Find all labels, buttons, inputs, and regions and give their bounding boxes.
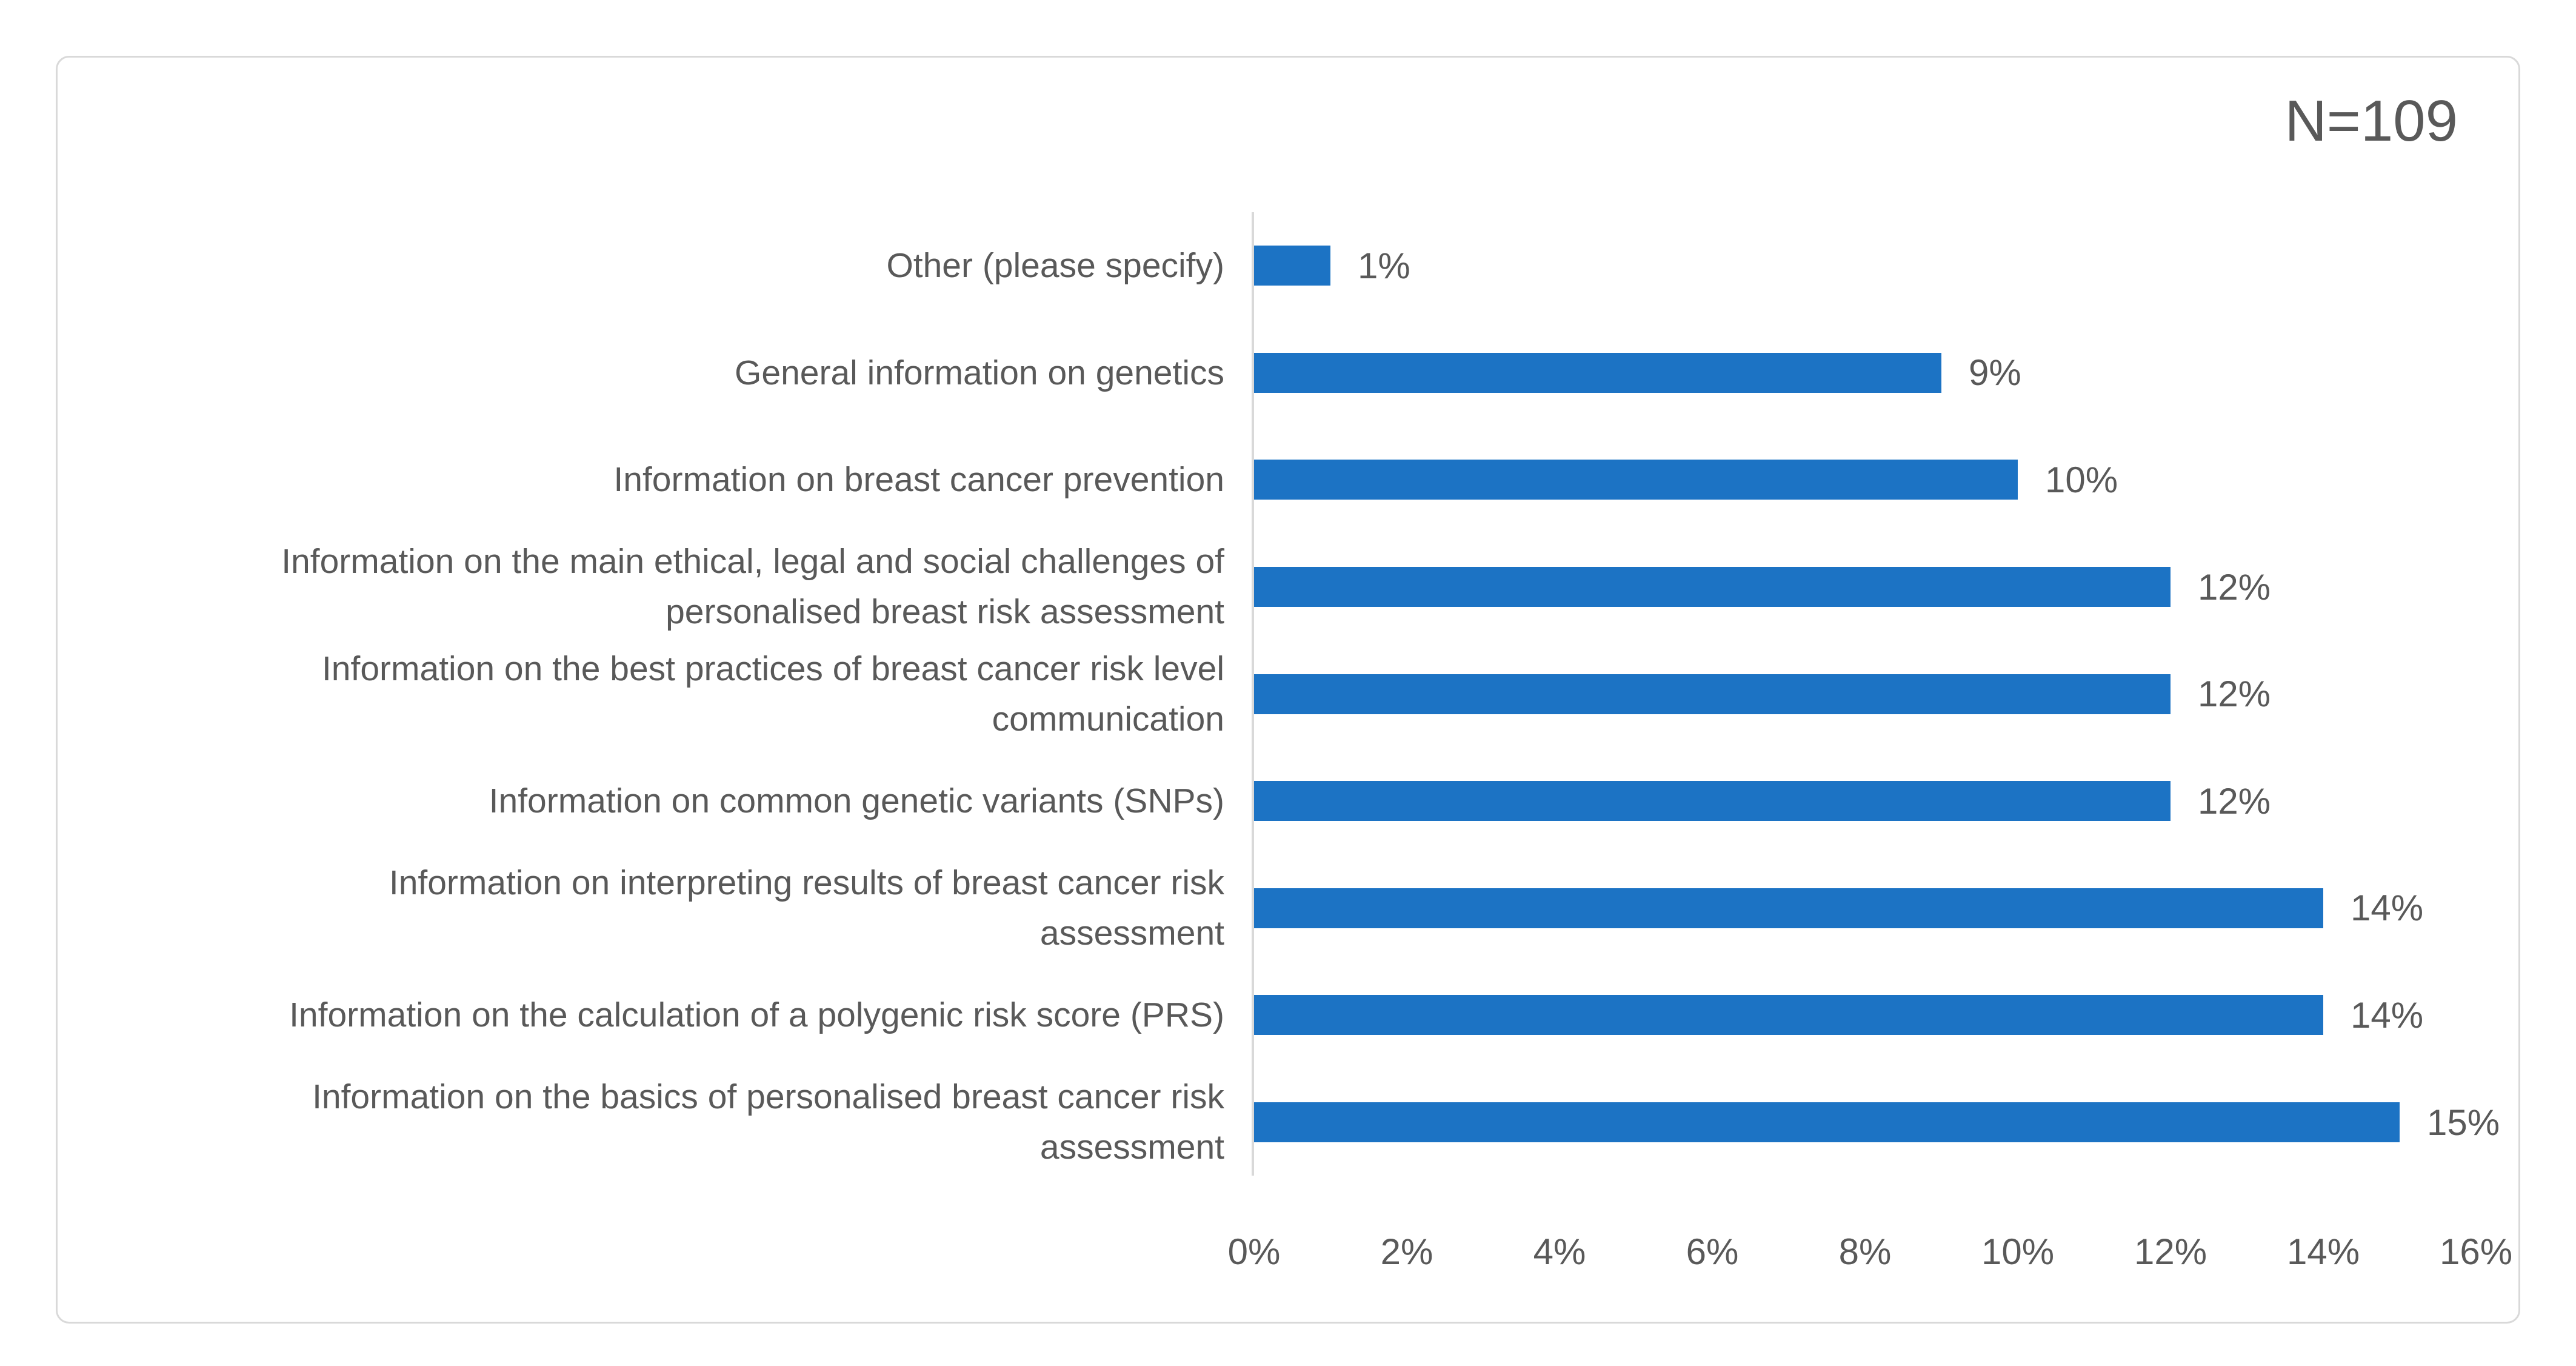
x-tick-label: 12% [2134, 1231, 2207, 1272]
bar [1254, 1102, 2400, 1143]
bar-row: Information on breast cancer prevention … [58, 426, 2518, 534]
bar-track: 1% [1252, 212, 2518, 320]
x-tick-label: 8% [1838, 1231, 1892, 1272]
bar-row: Information on the main ethical, legal a… [58, 533, 2518, 641]
category-label: Information on the basics of personalise… [312, 1077, 1224, 1167]
bar [1254, 246, 1330, 286]
sample-size-label: N=109 [2284, 89, 2458, 153]
value-label: 12% [2198, 566, 2271, 608]
value-label: 15% [2427, 1102, 2500, 1143]
category-label: Information on common genetic variants (… [489, 781, 1224, 820]
value-label: 9% [1969, 352, 2021, 393]
category-label: Information on breast cancer prevention [613, 460, 1224, 500]
category-label: Information on the best practices of bre… [321, 649, 1224, 738]
bar-row: Information on interpreting results of b… [58, 854, 2518, 962]
bar [1254, 888, 2323, 928]
bar [1254, 674, 2171, 714]
bar [1254, 995, 2323, 1036]
bar-track: 12% [1252, 533, 2518, 641]
category-label: General information on genetics [735, 353, 1224, 392]
value-label: 1% [1358, 245, 1410, 286]
value-label: 12% [2198, 780, 2271, 822]
category-label: Information on interpreting results of b… [389, 863, 1224, 953]
value-label: 14% [2351, 888, 2424, 929]
bar-row: Information on the calculation of a poly… [58, 962, 2518, 1069]
x-tick-label: 0% [1227, 1231, 1281, 1272]
value-label: 10% [2045, 459, 2118, 500]
plot-rows: Other (please specify) 1% General inform… [58, 212, 2518, 1176]
bar-track: 15% [1252, 1068, 2518, 1176]
bar-row: Information on the basics of personalise… [58, 1068, 2518, 1176]
bar [1254, 781, 2171, 822]
value-label: 12% [2198, 674, 2271, 715]
chart-frame: N=109 Other (please specify) 1% General … [56, 56, 2520, 1324]
bar-row: Other (please specify) 1% [58, 212, 2518, 320]
x-tick-label: 4% [1533, 1231, 1586, 1272]
bar-track: 9% [1252, 319, 2518, 427]
x-tick-label: 16% [2439, 1231, 2513, 1272]
bar-track: 14% [1252, 854, 2518, 962]
x-axis: 0% 2% 4% 6% 8% 10% 12% 14% 16% [1228, 1176, 2518, 1297]
bar-track: 12% [1252, 640, 2518, 748]
bar-track: 10% [1252, 426, 2518, 534]
bar-row: General information on genetics 9% [58, 319, 2518, 427]
bar-track: 12% [1252, 747, 2518, 855]
x-tick-label: 2% [1380, 1231, 1433, 1272]
category-label: Other (please specify) [886, 246, 1224, 285]
value-label: 14% [2351, 994, 2424, 1036]
category-label: Information on the calculation of a poly… [289, 996, 1224, 1035]
bar [1254, 352, 1941, 393]
x-tick-label: 10% [1981, 1231, 2055, 1272]
category-label: Information on the main ethical, legal a… [281, 542, 1224, 632]
bar-row: Information on the best practices of bre… [58, 640, 2518, 748]
x-tick-label: 6% [1686, 1231, 1739, 1272]
bar [1254, 460, 2018, 500]
x-tick-label: 14% [2286, 1231, 2360, 1272]
bar [1254, 567, 2171, 608]
bar-track: 14% [1252, 962, 2518, 1069]
bar-row: Information on common genetic variants (… [58, 747, 2518, 855]
